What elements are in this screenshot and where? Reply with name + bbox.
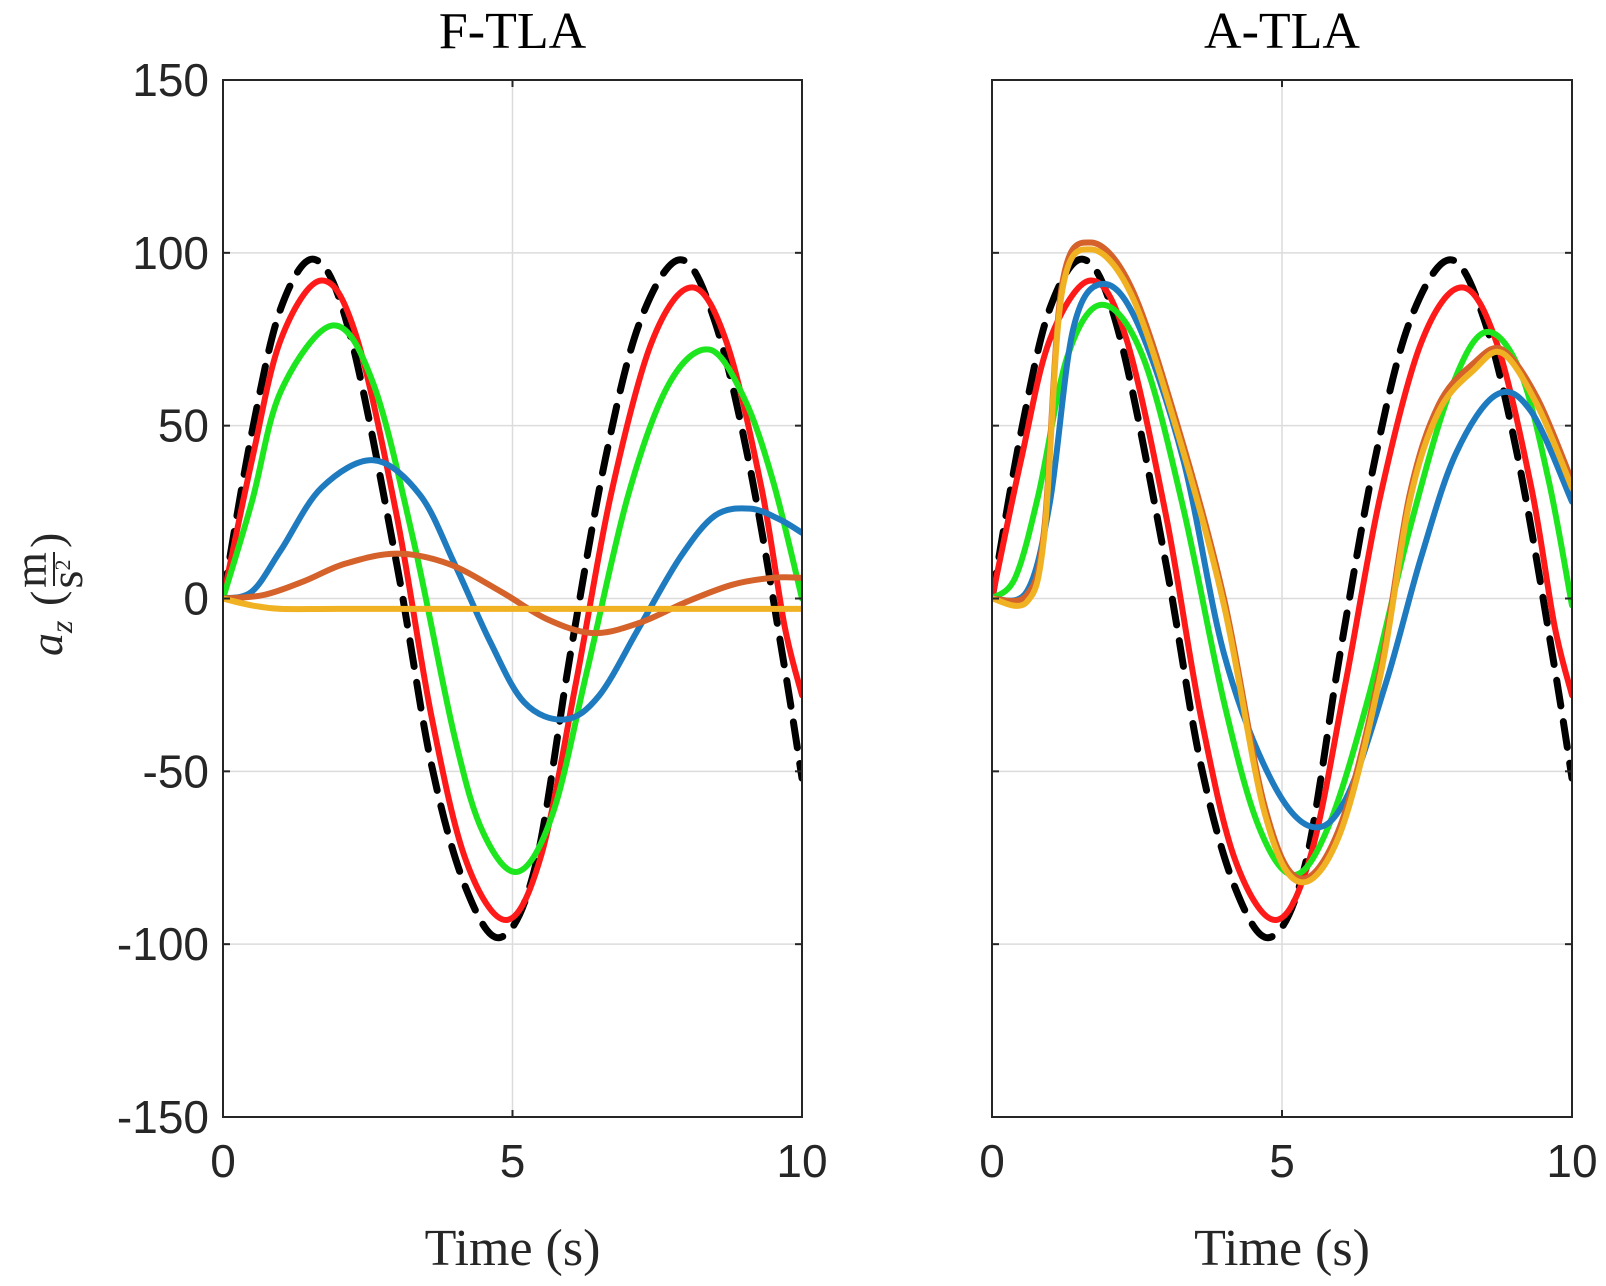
y-label-symbol: a	[21, 633, 72, 656]
x-axis-label: Time (s)	[1194, 1220, 1370, 1277]
y-tick-label: 50	[158, 400, 209, 452]
y-label-open-paren: (	[21, 591, 72, 606]
y-tick-label: -50	[143, 745, 209, 797]
x-tick-label: 10	[1546, 1135, 1597, 1187]
x-tick-label: 5	[500, 1135, 526, 1187]
x-tick-labels: 0 5 10	[979, 1135, 1597, 1187]
x-axis-label: Time (s)	[425, 1220, 601, 1277]
y-label-denominator: s	[41, 571, 92, 589]
subplot-a-tla: 0 5 10 A-TLA Time (s)	[979, 3, 1597, 1277]
ticks	[222, 79, 803, 1118]
line-series-green	[223, 322, 802, 875]
y-label-close-paren: )	[21, 533, 72, 548]
y-axis-label: az ( m s2 )	[5, 533, 92, 656]
x-tick-label: 10	[776, 1135, 827, 1187]
y-label-exponent: 2	[50, 560, 75, 571]
y-tick-label: -150	[117, 1091, 209, 1143]
y-tick-label: 100	[132, 227, 209, 279]
x-tick-label: 5	[1269, 1135, 1295, 1187]
x-tick-label: 0	[210, 1135, 236, 1187]
line-series-yellow	[992, 246, 1572, 886]
subplot-f-tla: -150 -100 -50 0 50 100 150 0 5 10 F-TLA Time (s)…	[5, 3, 828, 1277]
line-series-blue	[992, 280, 1572, 831]
x-tick-labels: 0 5 10	[210, 1135, 827, 1187]
y-label-subscript: z	[43, 620, 79, 634]
y-label-numerator: m	[5, 552, 56, 588]
series-group	[223, 255, 802, 942]
y-tick-label: -100	[117, 918, 209, 970]
y-tick-label: 150	[132, 54, 209, 106]
line-series-blue	[223, 457, 802, 723]
line-series-yellow	[223, 595, 802, 613]
svg-text:az: az	[21, 620, 79, 656]
subplot-title: F-TLA	[439, 3, 587, 60]
subplot-title: A-TLA	[1204, 3, 1360, 60]
y-tick-label: 0	[183, 573, 209, 625]
x-tick-label: 0	[979, 1135, 1005, 1187]
svg-text:s2: s2	[41, 560, 92, 589]
line-series-red	[223, 277, 802, 923]
y-tick-labels: -150 -100 -50 0 50 100 150	[117, 54, 209, 1143]
series-group	[992, 239, 1572, 942]
grid	[992, 80, 1572, 1117]
ticks	[991, 79, 1573, 1118]
